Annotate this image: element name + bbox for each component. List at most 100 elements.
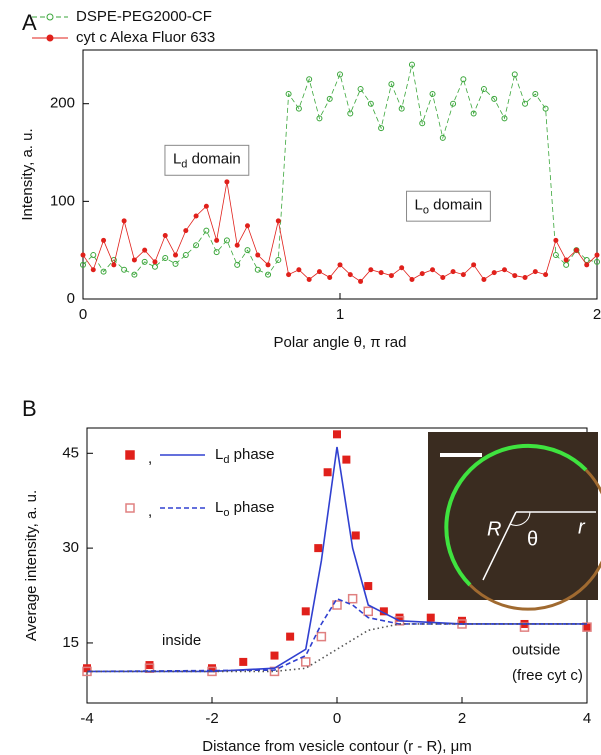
point	[301, 607, 310, 616]
point	[285, 90, 292, 97]
point	[80, 252, 86, 258]
point	[347, 272, 353, 278]
point	[512, 273, 518, 279]
point	[100, 268, 107, 275]
point	[582, 622, 592, 632]
point	[265, 271, 272, 278]
point	[182, 252, 189, 259]
point	[254, 266, 261, 273]
point	[145, 661, 154, 670]
legend-label: cyt c Alexa Fluor 633	[76, 29, 215, 46]
point	[460, 272, 466, 278]
point	[342, 455, 351, 464]
y-axis-label: Intensity, a. u.	[19, 128, 36, 220]
legend-label: DSPE-PEG2000-CF	[76, 8, 212, 25]
plot-frame	[82, 49, 598, 300]
point	[314, 544, 323, 553]
point	[193, 213, 199, 219]
point	[532, 269, 538, 275]
legend-separator: ,	[148, 503, 152, 520]
point	[326, 95, 333, 102]
point	[183, 228, 189, 234]
point	[522, 275, 528, 281]
point	[301, 657, 311, 667]
point	[141, 258, 148, 265]
point	[172, 260, 179, 267]
point	[295, 105, 302, 112]
point	[573, 247, 579, 253]
series-line	[82, 64, 598, 276]
point	[439, 134, 446, 141]
point	[501, 115, 508, 122]
point	[337, 262, 343, 268]
inset-label: r	[578, 516, 586, 538]
point	[395, 613, 404, 622]
point	[378, 125, 385, 132]
point	[213, 249, 220, 256]
annotation: (free cyt c)	[512, 667, 583, 684]
annotation: outside	[512, 641, 560, 658]
point	[347, 593, 358, 604]
point	[90, 252, 97, 259]
point	[583, 623, 591, 632]
point	[162, 254, 169, 261]
point	[234, 261, 241, 268]
point	[223, 237, 230, 244]
point	[364, 582, 373, 591]
point	[532, 90, 539, 97]
point	[522, 100, 529, 107]
y-tick-label: 200	[50, 95, 75, 112]
point	[121, 266, 128, 273]
point	[83, 664, 91, 673]
point	[471, 262, 477, 268]
point	[275, 218, 281, 224]
point	[90, 267, 96, 273]
point	[255, 252, 261, 258]
point	[481, 276, 487, 282]
point	[594, 258, 600, 265]
x-tick-label: -2	[205, 710, 218, 727]
point	[80, 261, 86, 268]
point	[332, 600, 342, 610]
legend-marker	[46, 34, 54, 42]
point	[594, 252, 600, 258]
legend-marker	[46, 13, 54, 21]
point	[358, 278, 364, 284]
point	[234, 242, 240, 248]
legend-marker	[125, 503, 135, 513]
point	[470, 110, 477, 117]
point	[239, 657, 248, 666]
point	[327, 275, 333, 281]
legend-separator: ,	[148, 450, 152, 467]
point	[491, 95, 498, 102]
point	[131, 257, 137, 263]
annotation: Lo domain	[415, 196, 483, 216]
annotation: Ld domain	[173, 150, 241, 170]
point	[151, 263, 158, 270]
point	[429, 90, 436, 97]
point	[121, 218, 127, 224]
point	[398, 105, 405, 112]
y-axis-label: Average intensity, a. u.	[23, 490, 40, 641]
point	[399, 265, 405, 271]
point	[316, 269, 322, 275]
point	[173, 252, 179, 258]
point	[275, 256, 282, 263]
point	[323, 468, 332, 477]
annotation-box	[164, 144, 250, 176]
point	[296, 267, 302, 273]
point	[408, 61, 415, 68]
point	[203, 203, 209, 209]
point	[368, 267, 374, 273]
point	[316, 631, 327, 642]
inset-image	[428, 432, 601, 611]
point	[244, 223, 250, 229]
point	[379, 607, 388, 616]
x-tick-label: 2	[593, 306, 601, 323]
point	[552, 252, 559, 259]
point	[111, 262, 117, 268]
point	[142, 247, 148, 253]
point	[563, 257, 569, 263]
point	[543, 272, 549, 278]
